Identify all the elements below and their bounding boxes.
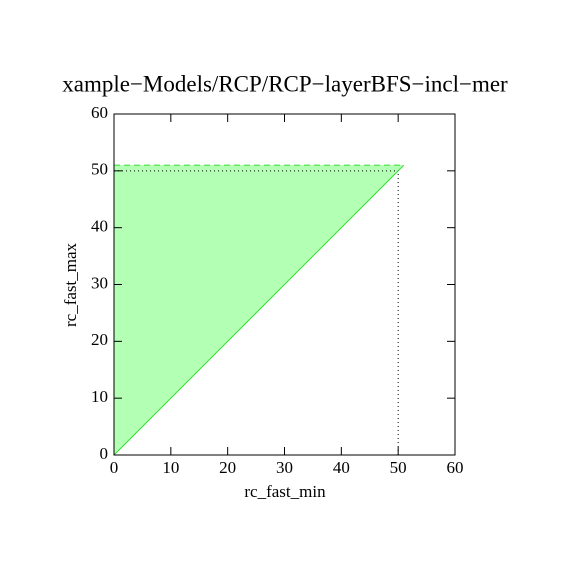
x-tick-label: 30 (276, 458, 293, 477)
chart-title: xample−Models/RCP/RCP−layerBFS−incl−mer (62, 71, 508, 96)
x-tick-label: 20 (219, 458, 236, 477)
x-axis-label: rc_fast_min (244, 482, 326, 501)
y-tick-label: 40 (91, 217, 108, 236)
y-tick-label: 20 (91, 330, 108, 349)
y-tick-label: 60 (91, 103, 108, 122)
y-axis-label: rc_fast_max (61, 242, 80, 327)
x-tick-label: 40 (333, 458, 350, 477)
x-tick-label: 0 (110, 458, 119, 477)
y-tick-label: 0 (100, 444, 109, 463)
area-edge (113, 164, 405, 456)
y-tick-label: 50 (91, 160, 108, 179)
x-tick-label: 50 (390, 458, 407, 477)
y-tick-label: 30 (91, 273, 108, 292)
x-tick-label: 60 (447, 458, 464, 477)
x-tick-label: 10 (162, 458, 179, 477)
y-tick-label: 10 (91, 387, 108, 406)
